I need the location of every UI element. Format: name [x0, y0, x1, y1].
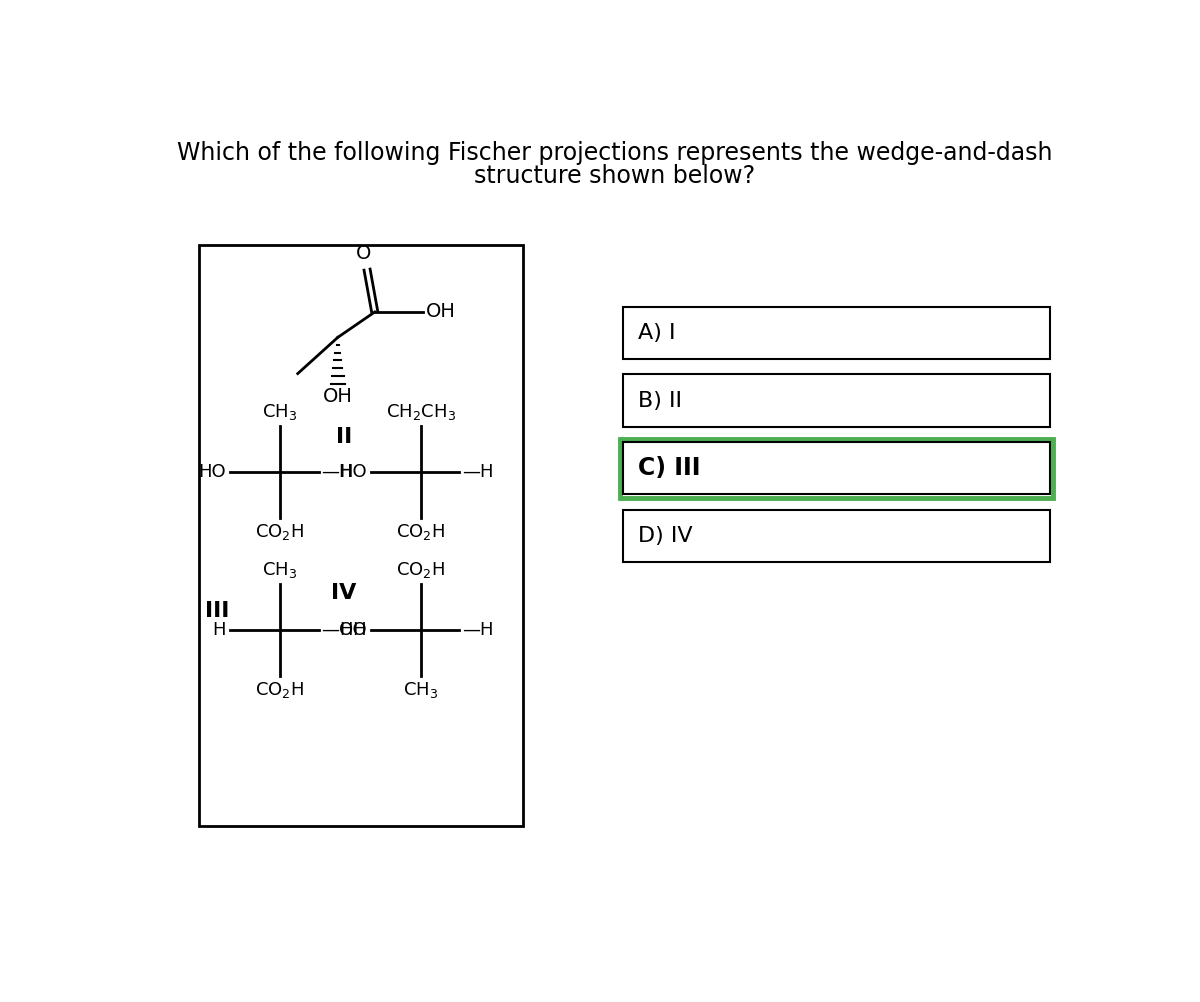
Text: structure shown below?: structure shown below?: [474, 163, 756, 187]
Bar: [623, 307, 1050, 359]
Text: CH$_3$: CH$_3$: [403, 680, 438, 700]
Text: OH: OH: [426, 303, 456, 322]
Text: —H: —H: [320, 463, 353, 481]
Text: OH: OH: [323, 388, 353, 407]
Text: CO$_2$H: CO$_2$H: [396, 560, 445, 580]
Text: —H: —H: [462, 463, 493, 481]
Bar: [619, 439, 1054, 498]
Bar: [199, 244, 523, 827]
Text: II: II: [336, 428, 352, 448]
Text: CO$_2$H: CO$_2$H: [256, 680, 305, 700]
Text: —OH: —OH: [320, 621, 366, 639]
Bar: [623, 442, 1050, 494]
Bar: [623, 375, 1050, 427]
Text: C) III: C) III: [638, 456, 701, 480]
Text: HO: HO: [198, 463, 226, 481]
Text: H: H: [212, 621, 226, 639]
Text: CH$_3$: CH$_3$: [263, 560, 298, 580]
Text: HO: HO: [340, 463, 367, 481]
Bar: [623, 510, 1050, 562]
Text: IV: IV: [331, 583, 356, 603]
Text: CH$_2$CH$_3$: CH$_2$CH$_3$: [386, 402, 456, 422]
Text: B) II: B) II: [638, 391, 682, 411]
Text: A) I: A) I: [638, 323, 676, 343]
Text: Which of the following Fischer projections represents the wedge-and-dash: Which of the following Fischer projectio…: [178, 140, 1052, 164]
Text: CH$_3$: CH$_3$: [263, 402, 298, 422]
Text: O: O: [355, 244, 371, 264]
Text: HO: HO: [340, 621, 367, 639]
Text: D) IV: D) IV: [638, 526, 692, 546]
Text: CO$_2$H: CO$_2$H: [396, 522, 445, 542]
Text: —H: —H: [462, 621, 493, 639]
Text: CO$_2$H: CO$_2$H: [256, 522, 305, 542]
Text: III: III: [205, 601, 229, 620]
